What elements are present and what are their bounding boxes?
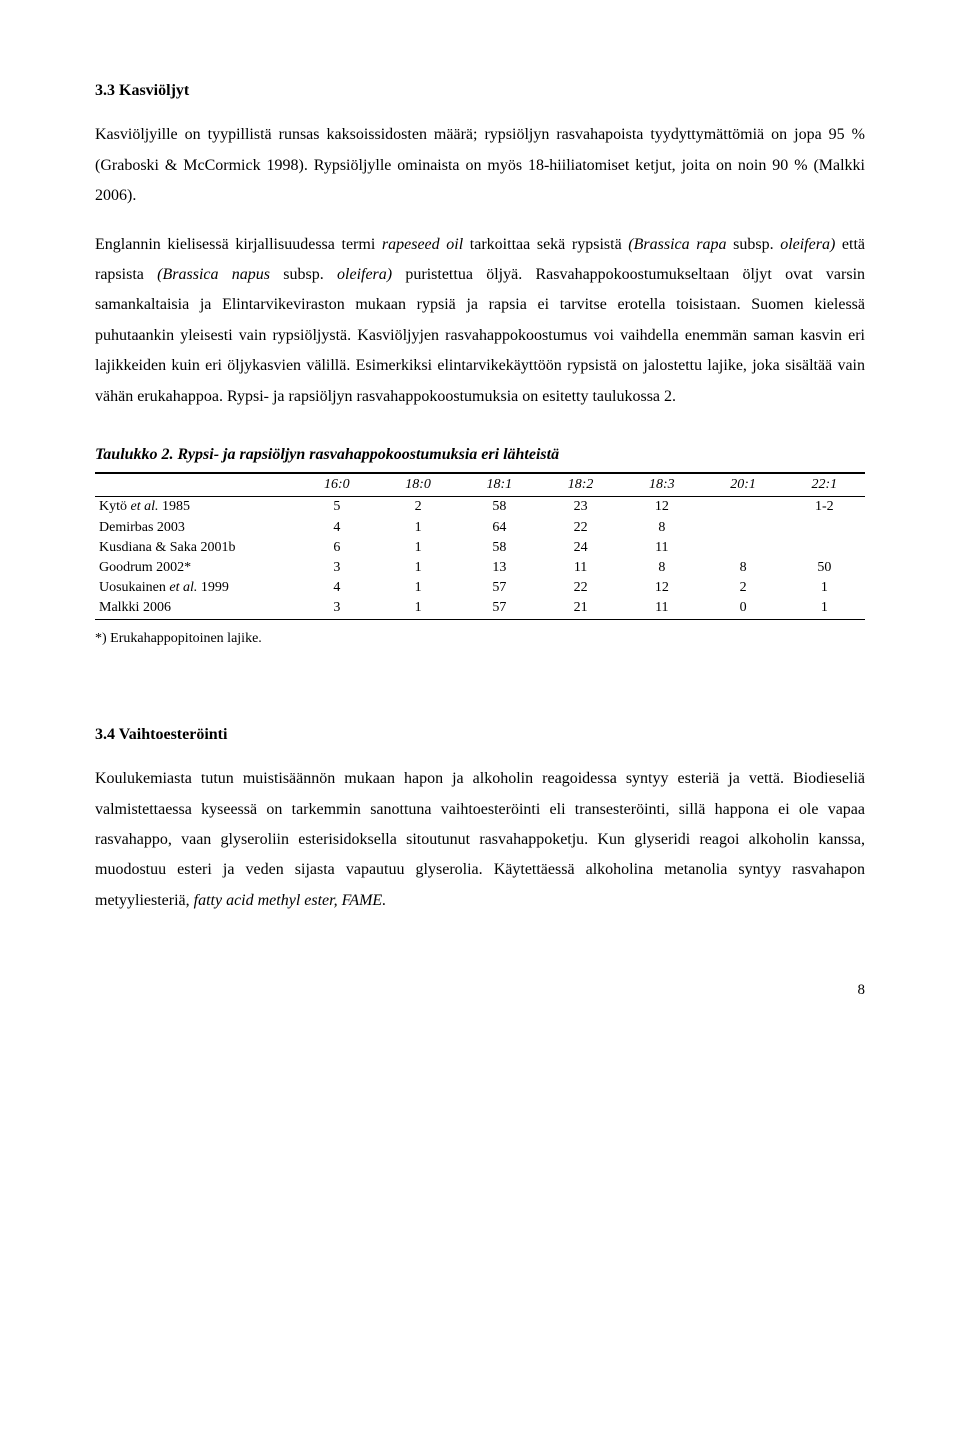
- table-cell: 13: [459, 558, 540, 578]
- table-body: Kytö et al. 1985525823121-2Demirbas 2003…: [95, 497, 865, 619]
- table-header: 18:1: [459, 473, 540, 497]
- table-row: Malkki 20063157211101: [95, 598, 865, 619]
- table-cell: 24: [540, 538, 621, 558]
- table-footnote: *) Erukahappopitoinen lajike.: [95, 630, 865, 648]
- table-cell: 64: [459, 518, 540, 538]
- page-number: 8: [95, 976, 865, 1005]
- table-row-label: Goodrum 2002*: [95, 558, 296, 578]
- table-row: Uosukainen et al. 19994157221221: [95, 578, 865, 598]
- section-heading-3-3: 3.3 Kasviöljyt: [95, 80, 865, 102]
- table-cell: 11: [540, 558, 621, 578]
- table-row: Goodrum 2002*3113118850: [95, 558, 865, 578]
- table-row: Demirbas 20034164228: [95, 518, 865, 538]
- table-row-label: Demirbas 2003: [95, 518, 296, 538]
- table-header: 22:1: [784, 473, 865, 497]
- table-cell: 11: [621, 538, 702, 558]
- latin-brassica-rapa: (Brassica rapa: [628, 236, 726, 253]
- table-cell: 5: [296, 497, 377, 518]
- table-cell: 50: [784, 558, 865, 578]
- table-cell: 58: [459, 538, 540, 558]
- latin-brassica-napus: (Brassica napus: [157, 266, 270, 283]
- table-cell: [702, 538, 783, 558]
- table-cell: 21: [540, 598, 621, 619]
- table-cell: 8: [621, 518, 702, 538]
- table-header: 16:0: [296, 473, 377, 497]
- table-header: 20:1: [702, 473, 783, 497]
- section-heading-3-4: 3.4 Vaihtoesteröinti: [95, 724, 865, 746]
- text: Koulukemiasta tutun muistisäännön mukaan…: [95, 770, 865, 909]
- table-row-label: Malkki 2006: [95, 598, 296, 619]
- table-cell: 4: [296, 518, 377, 538]
- fatty-acid-table: 16:0 18:0 18:1 18:2 18:3 20:1 22:1 Kytö …: [95, 472, 865, 619]
- paragraph-3: Koulukemiasta tutun muistisäännön mukaan…: [95, 764, 865, 916]
- table-cell: 57: [459, 578, 540, 598]
- table-cell: 1: [784, 598, 865, 619]
- table-cell: 11: [621, 598, 702, 619]
- table-row-label: Kytö et al. 1985: [95, 497, 296, 518]
- table-cell: 2: [702, 578, 783, 598]
- table-cell: 57: [459, 598, 540, 619]
- table-cell: 8: [621, 558, 702, 578]
- table-cell: 6: [296, 538, 377, 558]
- table-cell: 1: [784, 578, 865, 598]
- text: subsp.: [726, 236, 780, 253]
- table-cell: 2: [377, 497, 458, 518]
- table-row-label: Kusdiana & Saka 2001b: [95, 538, 296, 558]
- table-cell: [702, 518, 783, 538]
- table-cell: 1: [377, 538, 458, 558]
- table-cell: 1: [377, 598, 458, 619]
- table-cell: 0: [702, 598, 783, 619]
- table-cell: 1: [377, 518, 458, 538]
- table-header: 18:2: [540, 473, 621, 497]
- table-cell: 23: [540, 497, 621, 518]
- text: Englannin kielisessä kirjallisuudessa te…: [95, 236, 382, 253]
- table-cell: 1: [377, 558, 458, 578]
- table-row-label: Uosukainen et al. 1999: [95, 578, 296, 598]
- table-row: Kusdiana & Saka 2001b61582411: [95, 538, 865, 558]
- table-cell: 4: [296, 578, 377, 598]
- paragraph-1: Kasviöljyille on tyypillistä runsas kaks…: [95, 120, 865, 211]
- term-rapeseed-oil: rapeseed oil: [382, 236, 463, 253]
- table-cell: 1: [377, 578, 458, 598]
- table-cell: 22: [540, 578, 621, 598]
- table-cell: 3: [296, 558, 377, 578]
- text: tarkoittaa sekä rypsistä: [463, 236, 628, 253]
- table-cell: 58: [459, 497, 540, 518]
- table-cell: [784, 518, 865, 538]
- table-cell: 12: [621, 497, 702, 518]
- table-cell: 1-2: [784, 497, 865, 518]
- term-fame: fatty acid methyl ester, FAME.: [194, 892, 387, 909]
- table-header-row: 16:0 18:0 18:1 18:2 18:3 20:1 22:1: [95, 473, 865, 497]
- table-row: Kytö et al. 198552582312 1-2: [95, 497, 865, 518]
- table-cell: 8: [702, 558, 783, 578]
- table-cell: 3: [296, 598, 377, 619]
- text: subsp.: [270, 266, 337, 283]
- text: puristettua öljyä. Rasvahappokoostumukse…: [95, 266, 865, 405]
- table-header: 18:0: [377, 473, 458, 497]
- table-header: [95, 473, 296, 497]
- table-cell: 22: [540, 518, 621, 538]
- table-cell: [784, 538, 865, 558]
- table-cell: [702, 497, 783, 518]
- latin-oleifera-2: oleifera): [337, 266, 392, 283]
- table-caption: Taulukko 2. Rypsi- ja rapsiöljyn rasvaha…: [95, 444, 865, 466]
- table-header: 18:3: [621, 473, 702, 497]
- latin-oleifera-1: oleifera): [780, 236, 835, 253]
- paragraph-2: Englannin kielisessä kirjallisuudessa te…: [95, 230, 865, 412]
- table-cell: 12: [621, 578, 702, 598]
